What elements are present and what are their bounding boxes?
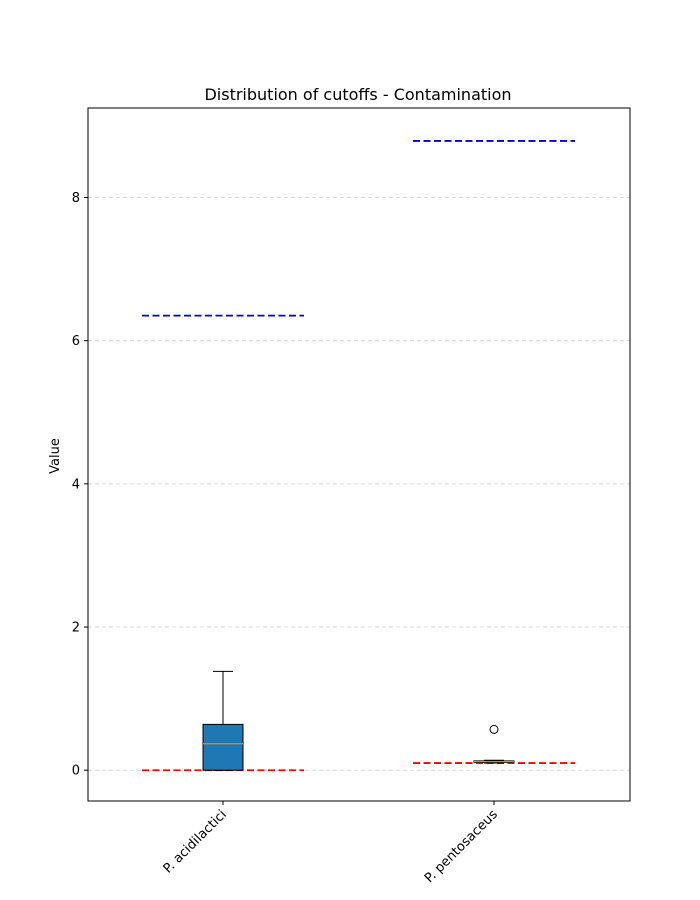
- x-tick-label: P. pentosaceus: [422, 807, 501, 886]
- grid-lines: [88, 197, 630, 771]
- box-iqr: [202, 723, 244, 771]
- y-tick-label: 4: [72, 477, 80, 492]
- y-axis-title: Value: [48, 438, 63, 474]
- outlier-point: [489, 724, 499, 734]
- box-1: [473, 724, 515, 764]
- axis-ticks: 0 2 4 6 8 P. acidilactici P. pentosaceus: [72, 191, 501, 886]
- reference-lines: [142, 140, 575, 772]
- chart-title: Distribution of cutoffs - Contamination: [204, 85, 511, 104]
- y-tick-label: 6: [72, 334, 80, 349]
- plot-area-frame: [87, 107, 631, 802]
- box-0: [202, 670, 244, 771]
- x-tick-label: P. acidilactici: [161, 807, 230, 876]
- y-tick-label: 0: [72, 764, 80, 779]
- y-tick-label: 2: [72, 621, 80, 636]
- boxes: [202, 670, 515, 771]
- y-tick-label: 8: [72, 191, 80, 206]
